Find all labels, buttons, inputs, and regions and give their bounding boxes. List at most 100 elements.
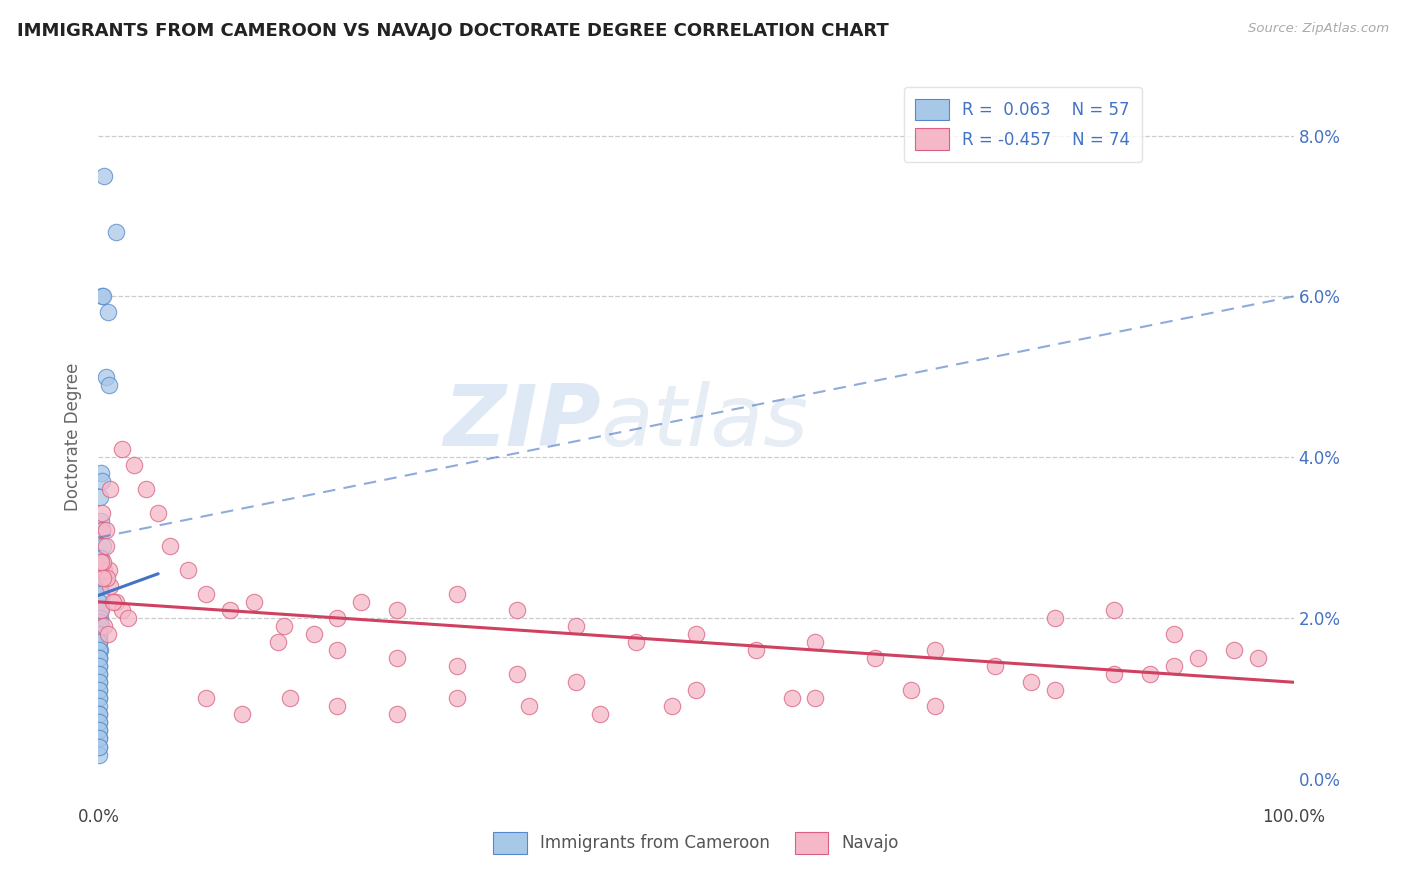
- Point: [90, 555, 112, 569]
- Point: [89, 723, 111, 738]
- Point: [91, 555, 114, 569]
- Point: [124, 458, 146, 473]
- Point: [96, 571, 118, 585]
- Point: [91, 571, 114, 585]
- Point: [90, 619, 112, 633]
- Point: [87, 731, 110, 746]
- Point: [87, 707, 110, 722]
- Point: [1019, 675, 1042, 690]
- Point: [195, 587, 218, 601]
- Point: [87, 651, 110, 665]
- Point: [87, 643, 110, 657]
- Point: [91, 475, 114, 489]
- Point: [105, 225, 128, 239]
- Point: [326, 699, 349, 714]
- Point: [1104, 603, 1126, 617]
- Point: [506, 667, 529, 681]
- Point: [195, 691, 218, 706]
- Point: [87, 659, 110, 673]
- Point: [89, 603, 111, 617]
- Point: [589, 707, 612, 722]
- Point: [385, 603, 409, 617]
- Point: [87, 747, 110, 762]
- Point: [87, 667, 110, 681]
- Point: [1104, 667, 1126, 681]
- Point: [89, 579, 111, 593]
- Point: [89, 550, 111, 565]
- Point: [111, 603, 134, 617]
- Point: [111, 442, 134, 457]
- Point: [745, 643, 768, 657]
- Point: [565, 619, 588, 633]
- Point: [117, 611, 139, 625]
- Point: [89, 715, 111, 730]
- Point: [385, 707, 409, 722]
- Point: [1043, 611, 1066, 625]
- Point: [87, 691, 110, 706]
- Point: [90, 515, 112, 529]
- Text: IMMIGRANTS FROM CAMEROON VS NAVAJO DOCTORATE DEGREE CORRELATION CHART: IMMIGRANTS FROM CAMEROON VS NAVAJO DOCTO…: [17, 22, 889, 40]
- Point: [446, 691, 468, 706]
- Point: [1043, 683, 1066, 698]
- Point: [89, 611, 111, 625]
- Point: [91, 507, 114, 521]
- Point: [350, 595, 373, 609]
- Y-axis label: Doctorate Degree: Doctorate Degree: [65, 363, 83, 511]
- Point: [924, 699, 946, 714]
- Point: [326, 611, 349, 625]
- Point: [98, 377, 121, 392]
- Point: [93, 619, 115, 633]
- Point: [446, 659, 468, 673]
- Point: [91, 289, 114, 303]
- Point: [89, 579, 111, 593]
- Point: [685, 627, 707, 641]
- Point: [87, 627, 110, 641]
- Point: [91, 523, 114, 537]
- Point: [90, 603, 112, 617]
- Point: [135, 483, 157, 497]
- Point: [1163, 627, 1185, 641]
- Point: [87, 571, 110, 585]
- Text: ZIP: ZIP: [443, 381, 600, 464]
- Point: [98, 563, 121, 577]
- Point: [87, 651, 110, 665]
- Point: [94, 369, 117, 384]
- Text: atlas: atlas: [600, 381, 808, 464]
- Point: [804, 691, 827, 706]
- Point: [302, 627, 325, 641]
- Point: [101, 595, 124, 609]
- Point: [273, 619, 295, 633]
- Point: [446, 587, 468, 601]
- Point: [89, 603, 111, 617]
- Point: [87, 675, 110, 690]
- Point: [89, 667, 111, 681]
- Point: [565, 675, 588, 690]
- Point: [87, 723, 110, 738]
- Point: [105, 595, 128, 609]
- Point: [159, 539, 181, 553]
- Point: [97, 305, 120, 319]
- Point: [87, 627, 110, 641]
- Point: [87, 635, 110, 649]
- Point: [685, 683, 707, 698]
- Point: [87, 731, 110, 746]
- Point: [626, 635, 648, 649]
- Point: [148, 507, 170, 521]
- Point: [804, 635, 827, 649]
- Point: [177, 563, 200, 577]
- Point: [91, 523, 114, 537]
- Point: [91, 289, 114, 303]
- Point: [278, 691, 301, 706]
- Point: [219, 603, 242, 617]
- Point: [94, 523, 117, 537]
- Point: [89, 631, 111, 645]
- Point: [1163, 659, 1185, 673]
- Point: [91, 539, 114, 553]
- Point: [661, 699, 683, 714]
- Point: [90, 467, 112, 481]
- Point: [93, 563, 115, 577]
- Point: [87, 715, 110, 730]
- Point: [89, 659, 111, 673]
- Point: [1187, 651, 1209, 665]
- Point: [87, 739, 110, 754]
